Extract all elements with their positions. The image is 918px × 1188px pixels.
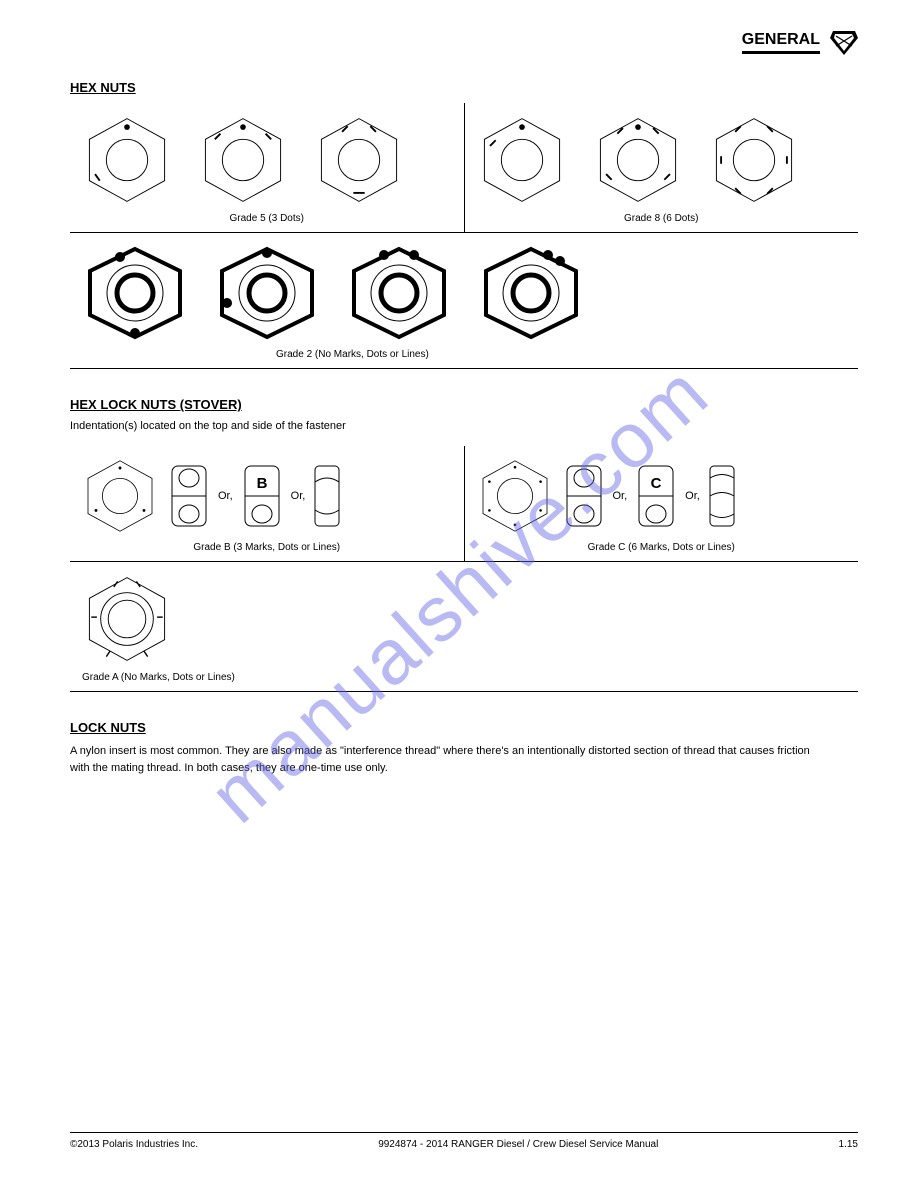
or-label: Or, (685, 490, 700, 502)
hex-nut-icon (80, 113, 174, 207)
grade8-caption: Grade 8 (6 Dots) (471, 213, 853, 224)
hex-lock-heading: HEX LOCK NUTS (STOVER) (70, 397, 858, 412)
header-bar: GENERAL (742, 28, 858, 56)
grade5-caption: Grade 5 (3 Dots) (76, 213, 458, 224)
hex-nut-bold-icon (476, 243, 586, 343)
gradeB-caption: Grade B (3 Marks, Dots or Lines) (76, 542, 458, 553)
stover-side-icon (708, 456, 736, 536)
stover-side-icon (563, 456, 605, 536)
stover-side-c-icon: C (635, 456, 677, 536)
hex-nut-bold-icon (80, 243, 190, 343)
hex-nuts-grade2-cell: Grade 2 (No Marks, Dots or Lines) (70, 233, 858, 368)
or-label: Or, (218, 490, 233, 502)
or-label: Or, (291, 490, 306, 502)
svg-text:C: C (651, 475, 662, 492)
hex-lock-sub: Indentation(s) located on the top and si… (70, 420, 858, 432)
hex-nut-icon (196, 113, 290, 207)
gradeA-caption: Grade A (No Marks, Dots or Lines) (76, 672, 852, 683)
stover-side-icon (313, 456, 341, 536)
hex-nut-icon (475, 456, 555, 536)
hex-nut-icon (80, 572, 174, 666)
hex-nut-bold-icon (344, 243, 454, 343)
hex-nuts-row-2: Grade 2 (No Marks, Dots or Lines) (70, 233, 858, 369)
hex-nut-icon (80, 456, 160, 536)
page-footer: ©2013 Polaris Industries Inc. 9924874 - … (70, 1132, 858, 1150)
footer-page: 1.15 (839, 1139, 858, 1150)
footer-docref: 9924874 - 2014 RANGER Diesel / Crew Dies… (378, 1139, 658, 1150)
grade2-caption: Grade 2 (No Marks, Dots or Lines) (76, 349, 852, 360)
hex-lock-row-2: Grade A (No Marks, Dots or Lines) (70, 562, 858, 692)
hex-nuts-grade5-cell: Grade 5 (3 Dots) (70, 103, 465, 232)
hex-nut-icon (475, 113, 569, 207)
hex-nut-icon (312, 113, 406, 207)
hex-lock-gradeA-cell: Grade A (No Marks, Dots or Lines) (70, 562, 858, 691)
hex-lock-gradeB-cell: Or, B Or, Grade B (3 Marks, Dots or Line… (70, 446, 465, 561)
hex-lock-gradeC-cell: Or, C Or, Grade C (6 Marks, Dots or Line… (465, 446, 859, 561)
footer-copyright: ©2013 Polaris Industries Inc. (70, 1139, 198, 1150)
hex-nuts-row-1: Grade 5 (3 Dots) Grade 8 (6 Dots) (70, 103, 858, 233)
gradeC-caption: Grade C (6 Marks, Dots or Lines) (471, 542, 853, 553)
page-title: GENERAL (742, 31, 820, 54)
hex-nut-icon (707, 113, 801, 207)
hex-nut-bold-icon (212, 243, 322, 343)
brand-logo-icon (830, 28, 858, 56)
stover-side-b-icon: B (241, 456, 283, 536)
hex-nuts-heading: HEX NUTS (70, 80, 858, 95)
b-label: B (256, 475, 267, 492)
hex-nut-icon (591, 113, 685, 207)
lock-nuts-heading: LOCK NUTS (70, 720, 858, 735)
or-label: Or, (613, 490, 628, 502)
stover-side-icon (168, 456, 210, 536)
page-root: GENERAL HEX NUTS Grade 5 (3 Dots) Grade … (0, 0, 918, 1188)
hex-lock-row-1: Or, B Or, Grade B (3 Marks, Dots or Line… (70, 446, 858, 562)
lock-nuts-body: A nylon insert is most common. They are … (70, 743, 830, 776)
hex-nuts-grade8-cell: Grade 8 (6 Dots) (465, 103, 859, 232)
